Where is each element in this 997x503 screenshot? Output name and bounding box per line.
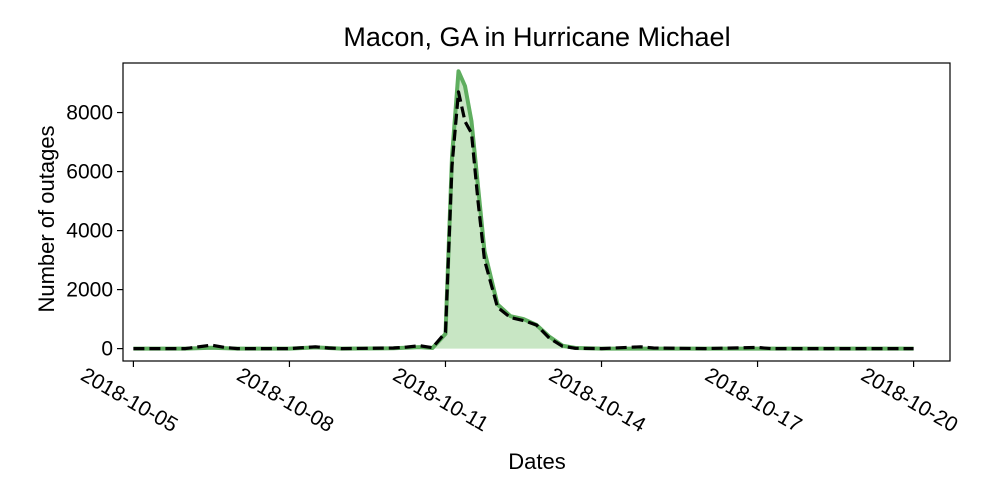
axes: 0 2000 4000 6000 8000 2018-10-05 2018-10-08 201… xyxy=(66,62,962,437)
x-tick-label: 2018-10-20 xyxy=(857,363,962,437)
series-1-line xyxy=(133,69,914,351)
plot-area xyxy=(133,69,914,351)
x-axis-label: Dates xyxy=(508,449,565,474)
x-tick-label: 2018-10-17 xyxy=(701,363,806,437)
x-tick-label: 2018-10-14 xyxy=(545,363,650,437)
x-tick-label: 2018-10-05 xyxy=(77,363,182,437)
plot-frame xyxy=(122,62,951,362)
chart-title: Macon, GA in Hurricane Michael xyxy=(343,22,730,52)
x-tick-label: 2018-10-11 xyxy=(389,363,492,436)
y-tick-label: 2000 xyxy=(66,279,113,302)
y-axis-label: Number of outages xyxy=(34,125,59,312)
series-1-area xyxy=(133,71,914,349)
x-tick-label: 2018-10-08 xyxy=(233,363,338,437)
y-tick-label: 0 xyxy=(101,338,113,361)
series-2-line xyxy=(133,90,914,351)
y-tick-label: 4000 xyxy=(66,220,113,243)
y-tick-label: 8000 xyxy=(66,102,113,125)
y-tick-label: 6000 xyxy=(66,161,113,184)
